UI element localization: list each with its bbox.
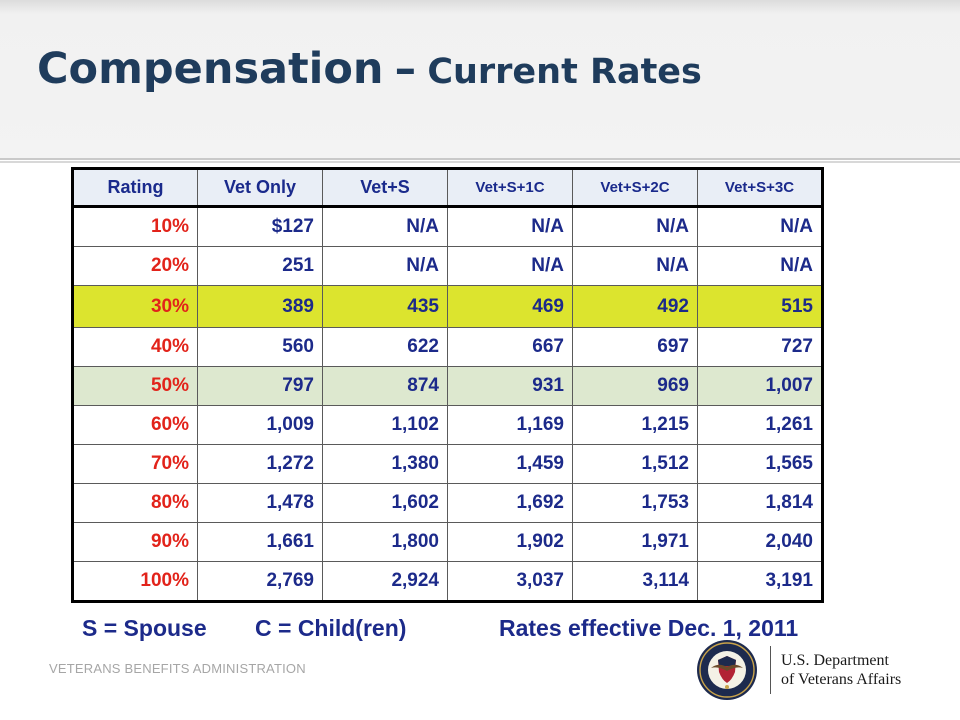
rating-cell: 70% — [72, 444, 198, 484]
rate-cell: N/A — [322, 246, 448, 286]
logo-divider — [770, 646, 771, 694]
rate-cell: 2,769 — [197, 561, 323, 602]
rate-cell: 251 — [197, 246, 323, 286]
rate-cell: 1,565 — [697, 444, 823, 484]
va-department-logo-text: U.S. Department of Veterans Affairs — [781, 651, 901, 689]
rate-cell: 1,902 — [447, 522, 573, 562]
rate-cell: N/A — [697, 246, 823, 286]
table-row: 20% 251 N/A N/A N/A N/A — [72, 246, 823, 286]
rate-cell: 2,040 — [697, 522, 823, 562]
rate-cell: 389 — [197, 285, 323, 328]
rate-cell: 515 — [697, 285, 823, 328]
header-divider-secondary — [0, 161, 960, 163]
rate-cell: $127 — [197, 206, 323, 247]
rate-cell: 1,009 — [197, 405, 323, 445]
rate-cell: 1,380 — [322, 444, 448, 484]
rate-cell: N/A — [447, 206, 573, 247]
rate-cell: 469 — [447, 285, 573, 328]
rate-cell: 622 — [322, 327, 448, 367]
rate-cell: 1,814 — [697, 483, 823, 523]
rate-cell: 1,971 — [572, 522, 698, 562]
rate-cell: 1,459 — [447, 444, 573, 484]
rate-cell: 1,800 — [322, 522, 448, 562]
header-divider — [0, 158, 960, 160]
logo-line-1: U.S. Department — [781, 652, 889, 669]
column-header-vet-only: Vet Only — [197, 168, 323, 208]
legend-spouse: S = Spouse — [82, 615, 207, 641]
table-row-highlighted: 30% 389 435 469 492 515 — [72, 285, 823, 328]
table-row: 70% 1,272 1,380 1,459 1,512 1,565 — [72, 444, 823, 484]
rate-cell: 3,037 — [447, 561, 573, 602]
rate-cell: 560 — [197, 327, 323, 367]
rate-cell: 492 — [572, 285, 698, 328]
page-title: Compensation – Current Rates — [37, 44, 702, 94]
table-row: 60% 1,009 1,102 1,169 1,215 1,261 — [72, 405, 823, 445]
rate-cell: 1,007 — [697, 366, 823, 406]
table-row-highlighted: 50% 797 874 931 969 1,007 — [72, 366, 823, 406]
compensation-rates-table: Rating Vet Only Vet+S Vet+S+1C Vet+S+2C … — [71, 167, 824, 603]
title-main: Compensation — [37, 44, 384, 94]
column-header-vet-spouse-2-children: Vet+S+2C — [572, 168, 698, 208]
rates-effective-date: Rates effective Dec. 1, 2011 — [499, 615, 799, 641]
va-seal-icon — [697, 640, 757, 700]
rate-cell: 1,512 — [572, 444, 698, 484]
rate-cell: 1,692 — [447, 483, 573, 523]
rate-cell: 1,272 — [197, 444, 323, 484]
rating-cell: 30% — [72, 285, 198, 328]
rate-cell: 3,191 — [697, 561, 823, 602]
column-header-rating: Rating — [72, 168, 198, 208]
rate-cell: 3,114 — [572, 561, 698, 602]
table-row: 80% 1,478 1,602 1,692 1,753 1,814 — [72, 483, 823, 523]
rate-cell: 1,602 — [322, 483, 448, 523]
rate-cell: 1,261 — [697, 405, 823, 445]
rating-cell: 20% — [72, 246, 198, 286]
rating-cell: 90% — [72, 522, 198, 562]
rate-cell: 697 — [572, 327, 698, 367]
column-header-vet-spouse-3-children: Vet+S+3C — [697, 168, 823, 208]
rating-cell: 100% — [72, 561, 198, 602]
rate-cell: 1,478 — [197, 483, 323, 523]
rate-cell: N/A — [447, 246, 573, 286]
logo-line-2: of Veterans Affairs — [781, 671, 902, 688]
table-row: 10% $127 N/A N/A N/A N/A — [72, 206, 823, 247]
rate-cell: 931 — [447, 366, 573, 406]
rate-cell: 435 — [322, 285, 448, 328]
rate-cell: N/A — [572, 206, 698, 247]
rate-cell: N/A — [697, 206, 823, 247]
footer-organization: VETERANS BENEFITS ADMINISTRATION — [49, 661, 306, 676]
rating-cell: 40% — [72, 327, 198, 367]
table-row: 40% 560 622 667 697 727 — [72, 327, 823, 367]
rate-cell: 727 — [697, 327, 823, 367]
table-header-row: Rating Vet Only Vet+S Vet+S+1C Vet+S+2C … — [72, 168, 823, 208]
title-subtitle: Current Rates — [427, 52, 702, 92]
table-row: 100% 2,769 2,924 3,037 3,114 3,191 — [72, 561, 823, 602]
rate-cell: 2,924 — [322, 561, 448, 602]
rate-cell: 667 — [447, 327, 573, 367]
legend-child: C = Child(ren) — [255, 615, 407, 641]
rating-cell: 80% — [72, 483, 198, 523]
header-band — [0, 0, 960, 158]
table-row: 90% 1,661 1,800 1,902 1,971 2,040 — [72, 522, 823, 562]
title-dash: – — [394, 44, 417, 94]
column-header-vet-spouse: Vet+S — [322, 168, 448, 208]
rate-cell: 874 — [322, 366, 448, 406]
rate-cell: 1,661 — [197, 522, 323, 562]
rating-cell: 50% — [72, 366, 198, 406]
rate-cell: 1,753 — [572, 483, 698, 523]
rating-cell: 10% — [72, 206, 198, 247]
rate-cell: N/A — [322, 206, 448, 247]
rating-cell: 60% — [72, 405, 198, 445]
rate-cell: N/A — [572, 246, 698, 286]
rate-cell: 1,169 — [447, 405, 573, 445]
rate-cell: 1,102 — [322, 405, 448, 445]
rate-cell: 1,215 — [572, 405, 698, 445]
rate-cell: 797 — [197, 366, 323, 406]
rate-cell: 969 — [572, 366, 698, 406]
column-header-vet-spouse-1-child: Vet+S+1C — [447, 168, 573, 208]
